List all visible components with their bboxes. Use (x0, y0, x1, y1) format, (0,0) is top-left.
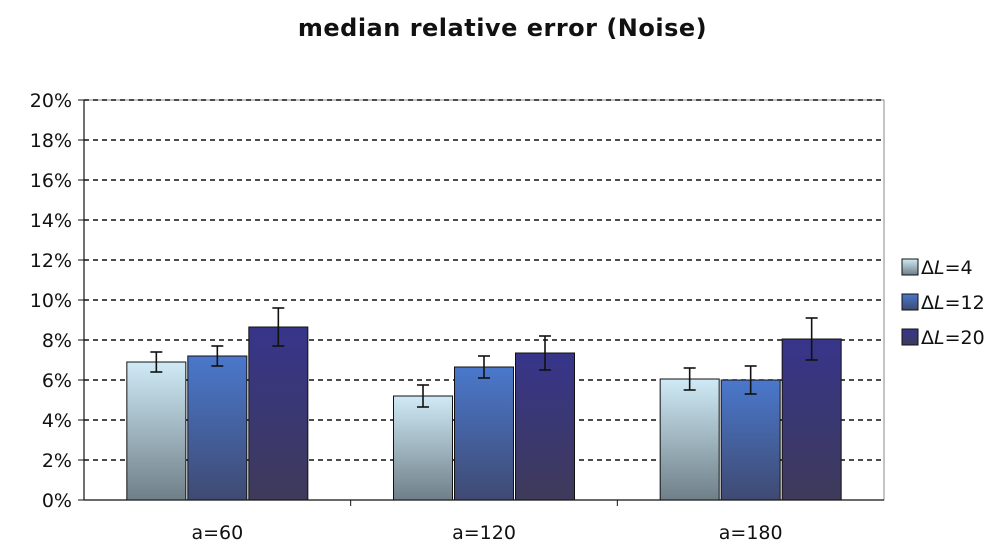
y-tick-label: 16% (30, 170, 72, 192)
bar (248, 326, 309, 501)
legend-label: ΔL=4 (921, 257, 973, 279)
chart-title: median relative error (Noise) (297, 14, 708, 42)
y-tick-label: 18% (30, 130, 72, 152)
bar (515, 352, 575, 501)
y-tick-label: 20% (30, 90, 72, 112)
y-tick-label: 10% (30, 290, 72, 312)
bar (659, 378, 720, 501)
bar (454, 366, 514, 501)
legend-swatch (901, 258, 919, 276)
bar (187, 355, 248, 501)
legend-label: ΔL=12 (921, 292, 985, 314)
y-tick-label: 12% (30, 250, 72, 272)
legend-swatch (901, 293, 919, 311)
y-tick-label: 8% (42, 330, 72, 352)
bar (781, 338, 842, 501)
x-category-label: a=180 (719, 522, 783, 544)
bar (720, 379, 781, 501)
y-tick-label: 6% (42, 370, 72, 392)
bar (126, 361, 187, 501)
y-tick-label: 2% (42, 450, 72, 472)
y-tick-label: 0% (42, 490, 72, 512)
legend-swatch (901, 328, 919, 346)
bar (393, 395, 453, 501)
x-category-label: a=60 (191, 522, 243, 544)
y-tick-label: 14% (30, 210, 72, 232)
y-tick-label: 4% (42, 410, 72, 432)
legend-label: ΔL=20 (921, 327, 985, 349)
x-category-label: a=120 (452, 522, 516, 544)
